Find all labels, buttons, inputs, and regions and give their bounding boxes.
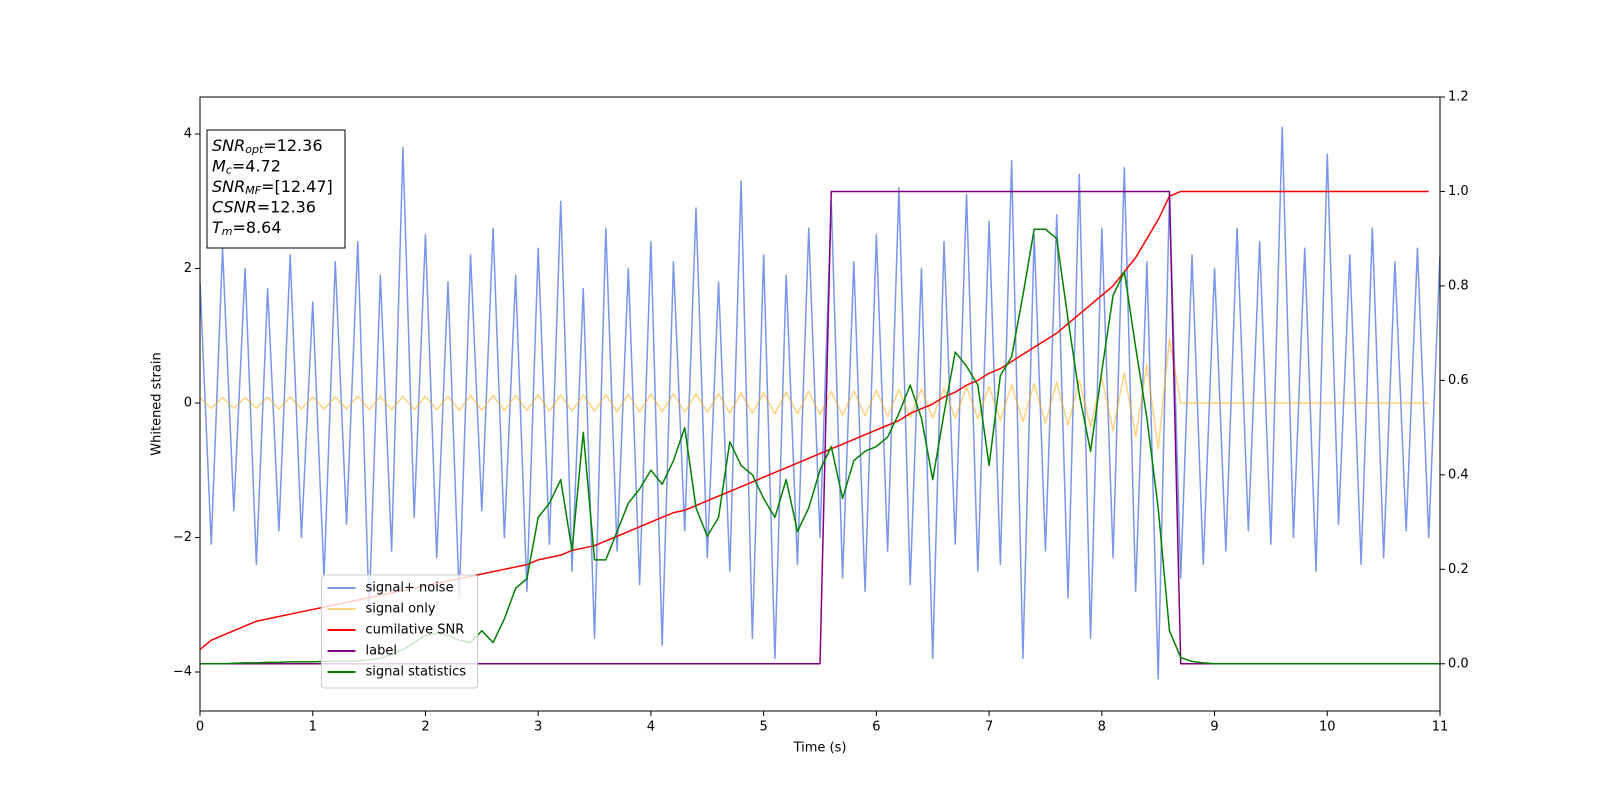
legend-label: signal statistics [366,665,467,680]
x-tick-label: 4 [647,720,655,735]
annotation-line: CSNR=12.36 [212,197,316,216]
legend-box [321,574,479,689]
annotation-value: =[12.47] [261,177,333,196]
annotation-line: SNRopt=12.36 [212,136,323,157]
x-tick-label: 1 [309,720,317,735]
series-line [200,126,1440,680]
annotation-sub: MF [245,184,261,197]
y2-tick-label: 1.0 [1448,184,1469,199]
x-tick-label: 0 [196,720,204,735]
x-tick-label: 8 [1098,720,1106,735]
annotation-line: Tm=8.64 [212,218,282,239]
annotation-name: T [212,218,223,237]
annotation-value: =12.36 [257,197,316,216]
annotation-name: SNR [212,136,245,155]
annotation-value: =12.36 [263,136,322,155]
legend-label: signal+ noise [366,581,454,596]
y2-tick-label: 0.2 [1448,562,1469,577]
y2-tick-label: 0.4 [1448,467,1469,482]
annotation-line: SNRMF=[12.47] [212,177,333,198]
y-tick-label: −2 [173,530,192,545]
x-tick-label: 2 [421,720,429,735]
annotation-sub: m [222,225,233,238]
series-line [200,338,1429,450]
legend-label: cumilative SNR [366,623,465,638]
annotation-sub: c [226,164,232,177]
x-tick-label: 10 [1319,720,1336,735]
x-tick-label: 6 [872,720,880,735]
x-tick-label: 11 [1432,720,1449,735]
annotation-sub: opt [245,143,264,156]
annotation-name: SNR [212,177,245,196]
x-tick-label: 3 [534,720,542,735]
plot-frame [199,96,1441,712]
annotation-value: =4.72 [232,156,281,175]
y-tick-label: 4 [184,126,192,141]
x-axis-label: Time (s) [793,741,847,756]
y2-tick-label: 1.2 [1448,90,1469,105]
annotation-value: =8.64 [233,218,282,237]
annotation-name: CSNR [212,197,257,216]
y-tick-label: 0 [184,395,192,410]
y2-tick-label: 0.0 [1448,656,1469,671]
annotation-name: M [212,156,226,175]
x-tick-label: 9 [1210,720,1218,735]
legend-label: label [366,644,397,659]
annotation-line: Mc=4.72 [212,156,281,177]
x-tick-label: 7 [985,720,993,735]
y-tick-label: 2 [184,261,192,276]
y-axis-label: Whitened strain [150,352,165,455]
annotation-box [206,129,346,249]
legend-label: signal only [366,602,436,617]
y2-tick-label: 0.8 [1448,278,1469,293]
y2-tick-label: 0.6 [1448,373,1469,388]
x-tick-label: 5 [759,720,767,735]
y-tick-label: −4 [173,664,192,679]
